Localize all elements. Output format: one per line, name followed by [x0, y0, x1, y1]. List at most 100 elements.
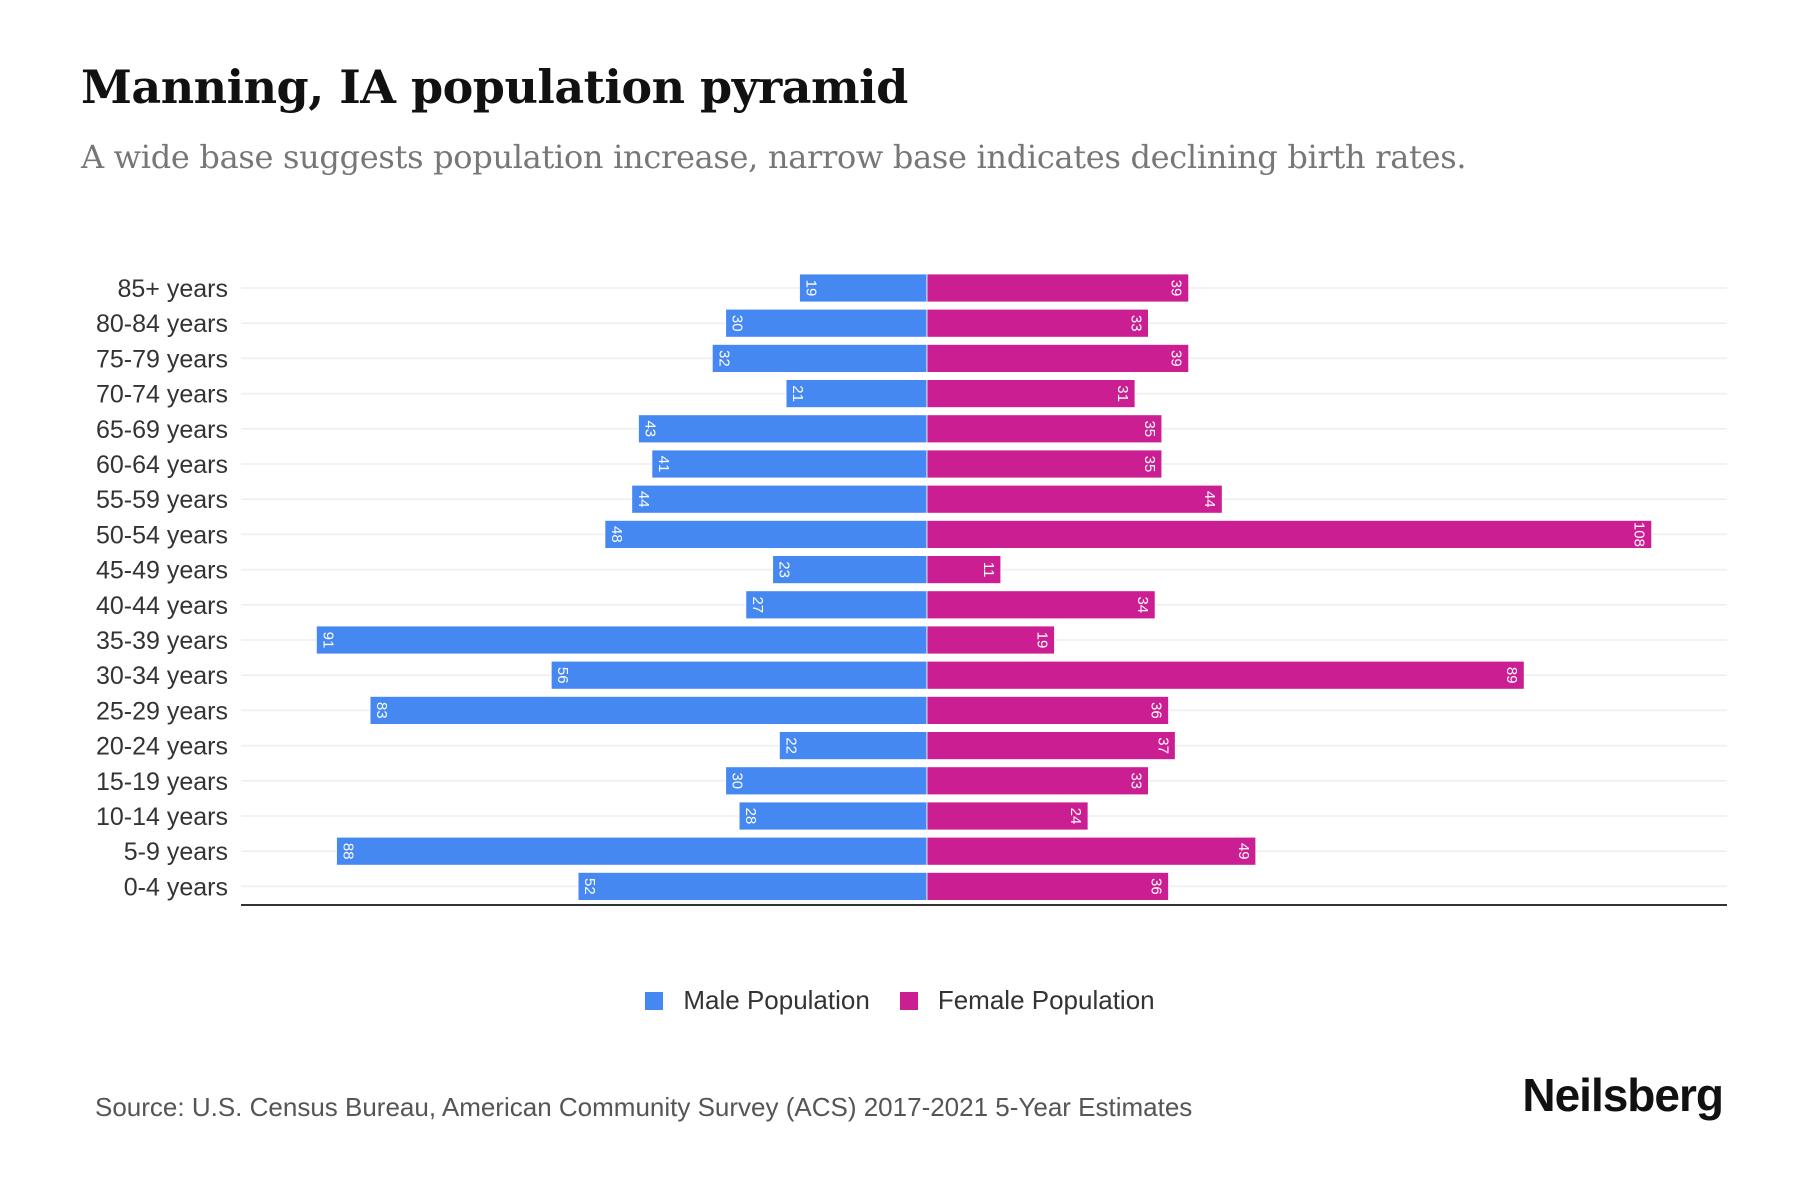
bar-female [926, 625, 1055, 655]
data-label-male: 28 [742, 808, 759, 825]
category-label: 35-39 years [96, 627, 228, 655]
data-label-male: 22 [782, 737, 799, 754]
bar-female [926, 308, 1149, 338]
bar-male [778, 731, 928, 760]
bar-male [725, 308, 928, 338]
data-label-female: 39 [1168, 350, 1185, 367]
legend-swatch-male [645, 991, 664, 1010]
category-label: 30-34 years [96, 662, 228, 690]
bar-female [926, 379, 1136, 409]
data-label-female: 39 [1168, 280, 1185, 297]
data-label-male: 23 [776, 561, 793, 578]
neilsberg-logo: Neilsberg [1522, 1069, 1724, 1121]
category-label: 15-19 years [96, 768, 228, 796]
bar-female [926, 731, 1176, 760]
data-label-male: 44 [635, 491, 652, 508]
data-label-male: 52 [581, 878, 598, 895]
data-label-male: 30 [729, 315, 746, 332]
data-label-male: 21 [789, 385, 806, 402]
category-label: 80-84 years [96, 310, 228, 338]
data-label-male: 56 [554, 667, 571, 684]
data-label-male: 27 [749, 596, 766, 613]
category-label: 75-79 years [96, 345, 228, 373]
data-label-female: 33 [1127, 772, 1144, 789]
legend: Male Population Female Population [0, 985, 1800, 1016]
bar-male [631, 484, 928, 514]
category-label: 20-24 years [96, 733, 228, 761]
bar-female [926, 660, 1525, 690]
data-label-male: 30 [729, 772, 746, 789]
legend-item-female[interactable]: Female Population [899, 985, 1155, 1016]
legend-label-male: Male Population [683, 985, 870, 1015]
bar-female [926, 766, 1149, 796]
data-label-female: 34 [1134, 596, 1151, 613]
data-label-male: 48 [608, 526, 625, 543]
bar-female [926, 590, 1156, 620]
category-label: 10-14 years [96, 803, 228, 831]
bar-female [926, 836, 1257, 866]
category-label: 25-29 years [96, 697, 228, 725]
bar-female [926, 273, 1190, 303]
bar-female [926, 520, 1653, 549]
category-label: 55-59 years [96, 486, 228, 514]
bar-male [638, 414, 928, 444]
data-label-female: 31 [1114, 385, 1131, 402]
legend-item-male[interactable]: Male Population [645, 985, 870, 1016]
bar-male [651, 449, 928, 479]
bar-female [926, 555, 1002, 584]
category-label: 70-74 years [96, 381, 228, 409]
data-label-female: 19 [1033, 632, 1050, 649]
data-label-female: 24 [1067, 808, 1084, 825]
category-label: 60-64 years [96, 451, 228, 479]
category-label: 45-49 years [96, 557, 228, 585]
population-pyramid-chart: 85+ years 80-84 years 75-79 years 70-74 yea… [96, 273, 1727, 906]
data-label-male: 88 [340, 843, 357, 860]
legend-label-female: Female Population [937, 985, 1155, 1015]
chart-title: Manning, IA population pyramid [81, 60, 908, 114]
category-label: 5-9 years [124, 838, 228, 866]
bar-male [711, 343, 928, 373]
bar-male [604, 520, 928, 549]
data-label-female: 44 [1201, 491, 1218, 508]
source-note: Source: U.S. Census Bureau, American Com… [95, 1092, 1193, 1122]
bar-female [926, 872, 1169, 901]
bar-male [550, 660, 928, 690]
category-label: 40-44 years [96, 592, 228, 620]
data-label-male: 19 [803, 280, 820, 297]
category-label: 50-54 years [96, 521, 228, 549]
bar-female [926, 343, 1190, 373]
bar-male [725, 766, 928, 796]
data-label-male: 91 [319, 632, 336, 649]
bar-male [315, 625, 928, 655]
bar-male [785, 379, 928, 409]
bar-female [926, 449, 1163, 479]
bar-female [926, 414, 1163, 444]
bar-male [745, 590, 928, 620]
chart-subtitle: A wide base suggests population increase… [81, 138, 1467, 176]
bar-male [336, 836, 928, 866]
data-label-female: 11 [980, 562, 997, 578]
data-label-female: 108 [1631, 522, 1648, 547]
data-label-female: 35 [1141, 456, 1158, 473]
bar-male [369, 696, 928, 725]
bar-female [926, 801, 1089, 831]
bar-male [738, 801, 928, 831]
data-label-male: 41 [655, 456, 672, 473]
data-label-male: 83 [373, 702, 390, 719]
data-label-female: 49 [1235, 843, 1252, 860]
data-label-female: 35 [1141, 420, 1158, 437]
data-label-male: 43 [641, 420, 658, 437]
category-label: 85+ years [118, 275, 229, 303]
bar-female [926, 696, 1169, 725]
data-label-female: 33 [1127, 315, 1144, 332]
bar-male [577, 872, 928, 901]
data-label-male: 32 [715, 350, 732, 367]
data-label-female: 37 [1154, 737, 1171, 754]
bar-male [799, 273, 928, 303]
data-label-female: 89 [1503, 667, 1520, 684]
data-label-female: 36 [1148, 702, 1165, 719]
category-label: 65-69 years [96, 416, 228, 444]
legend-swatch-female [899, 991, 918, 1010]
data-label-female: 36 [1148, 878, 1165, 895]
bar-male [772, 555, 928, 584]
